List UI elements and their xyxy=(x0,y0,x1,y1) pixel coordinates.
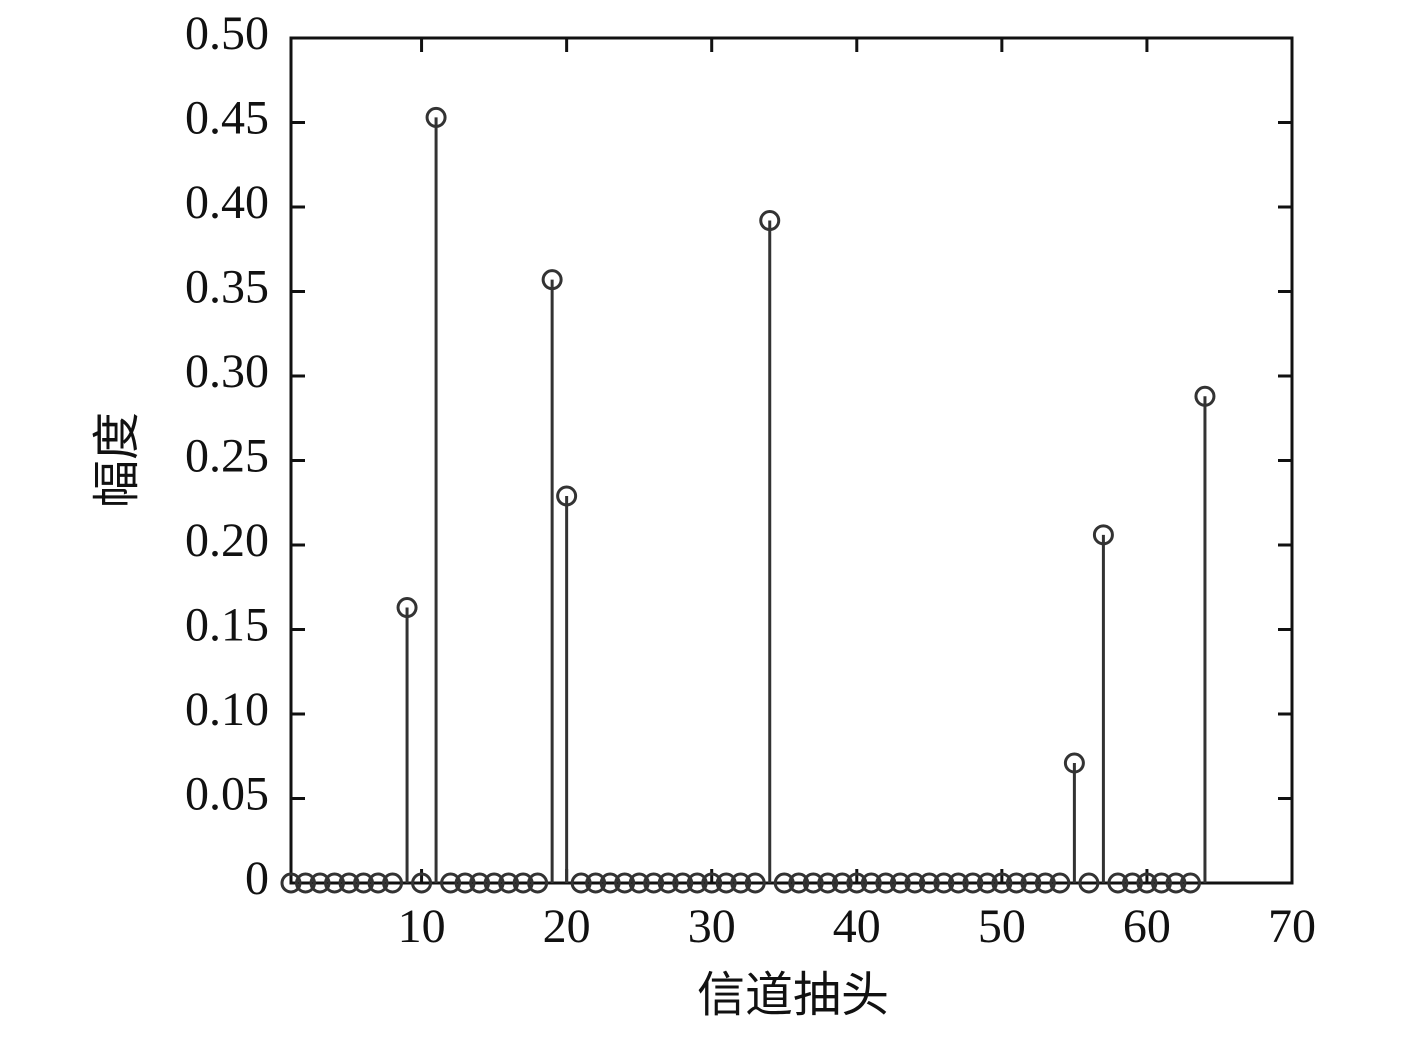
stem-marker xyxy=(918,872,940,894)
x-tick-label: 30 xyxy=(688,900,736,953)
stem-marker xyxy=(469,872,491,894)
stem-marker xyxy=(962,872,984,894)
stem-marker xyxy=(889,872,911,894)
y-tick-label: 0.25 xyxy=(185,430,269,483)
stem-marker xyxy=(324,872,346,894)
y-tick-label: 0.05 xyxy=(185,768,269,821)
stem-marker xyxy=(1020,872,1042,894)
stem-marker xyxy=(498,872,520,894)
stem-marker xyxy=(483,872,505,894)
y-tick-label: 0.15 xyxy=(185,599,269,652)
stem-marker xyxy=(947,872,969,894)
stem-marker xyxy=(846,872,868,894)
stem-marker xyxy=(440,872,462,894)
stem-marker xyxy=(527,872,549,894)
stem-marker xyxy=(1092,524,1114,546)
stem-marker xyxy=(672,872,694,894)
stem-marker xyxy=(309,872,331,894)
stem-marker xyxy=(715,872,737,894)
stem-marker xyxy=(1078,872,1100,894)
stem-marker xyxy=(788,872,810,894)
y-tick-label: 0.20 xyxy=(185,514,269,567)
stem-marker xyxy=(280,872,302,894)
stem-marker xyxy=(1194,385,1216,407)
y-tick-label: 0.40 xyxy=(185,176,269,229)
y-tick-label: 0.50 xyxy=(185,7,269,60)
stem-marker xyxy=(570,872,592,894)
stem-marker xyxy=(1107,872,1129,894)
stem-marker xyxy=(701,872,723,894)
stem-marker xyxy=(730,872,752,894)
stem-marker xyxy=(512,872,534,894)
y-tick-label: 0.30 xyxy=(185,345,269,398)
stem-marker xyxy=(933,872,955,894)
y-tick-label: 0.35 xyxy=(185,261,269,314)
stem-marker xyxy=(657,872,679,894)
x-tick-label: 10 xyxy=(398,900,446,953)
stem-marker xyxy=(541,269,563,291)
stem-marker xyxy=(744,872,766,894)
stem-marker xyxy=(425,106,447,128)
stem-marker xyxy=(860,872,882,894)
stem-marker xyxy=(1179,872,1201,894)
stem-marker xyxy=(614,872,636,894)
y-tick-label: 0 xyxy=(245,852,269,905)
y-tick-label: 0.45 xyxy=(185,92,269,145)
stem-marker xyxy=(773,872,795,894)
stem-marker xyxy=(295,872,317,894)
x-tick-label: 20 xyxy=(543,900,591,953)
stem-marker xyxy=(1063,752,1085,774)
stem-marker xyxy=(338,872,360,894)
stem-marker xyxy=(628,872,650,894)
stem-marker xyxy=(396,597,418,619)
stem-marker xyxy=(382,872,404,894)
stem-marker xyxy=(991,872,1013,894)
stem-marker xyxy=(1136,872,1158,894)
stem-marker xyxy=(353,872,375,894)
stem-marker xyxy=(1034,872,1056,894)
stem-marker xyxy=(599,872,621,894)
stem-marker xyxy=(817,872,839,894)
stem-marker xyxy=(1150,872,1172,894)
stem-marker xyxy=(802,872,824,894)
x-tick-label: 60 xyxy=(1123,900,1171,953)
stem-marker xyxy=(643,872,665,894)
stem-marker xyxy=(875,872,897,894)
stem-marker xyxy=(1005,872,1027,894)
stem-marker xyxy=(904,872,926,894)
x-tick-label: 50 xyxy=(978,900,1026,953)
y-axis-label: 幅度 xyxy=(91,412,144,508)
stem-marker xyxy=(976,872,998,894)
stem-marker xyxy=(411,872,433,894)
x-tick-label: 40 xyxy=(833,900,881,953)
stem-marker xyxy=(831,872,853,894)
stem-marker xyxy=(1165,872,1187,894)
stem-marker xyxy=(759,210,781,232)
stem-marker xyxy=(454,872,476,894)
stem-marker xyxy=(1121,872,1143,894)
plot-frame xyxy=(289,36,1294,885)
stem-marker xyxy=(367,872,389,894)
y-tick-label: 0.10 xyxy=(185,683,269,736)
stem-marker xyxy=(556,485,578,507)
stem-marker xyxy=(686,872,708,894)
x-tick-label: 70 xyxy=(1268,900,1316,953)
x-axis-label: 信道抽头 xyxy=(697,969,889,1022)
stem-marker xyxy=(1049,872,1071,894)
stem-marker xyxy=(585,872,607,894)
